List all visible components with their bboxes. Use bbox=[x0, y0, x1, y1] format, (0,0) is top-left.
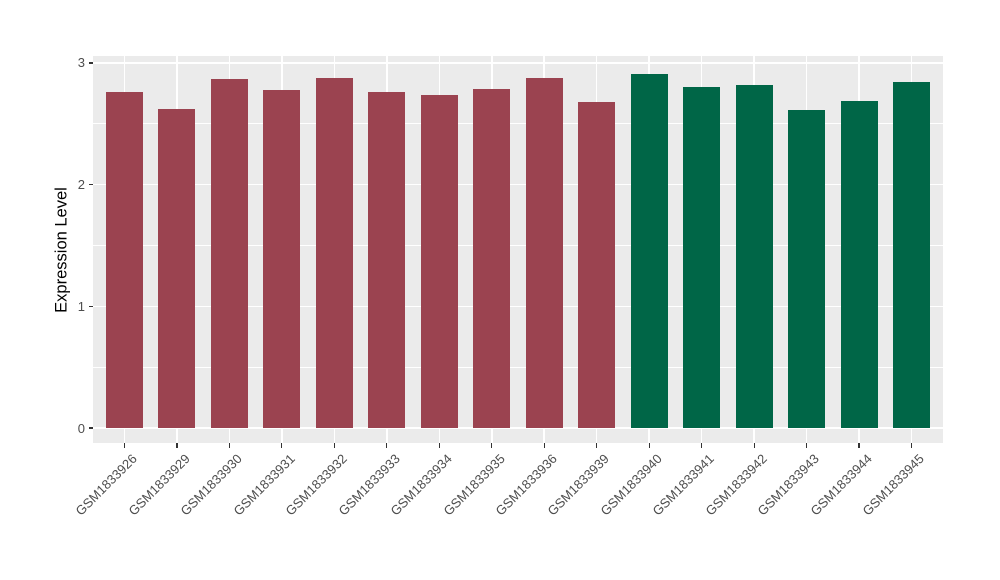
y-axis-tick bbox=[88, 184, 93, 186]
y-tick-label: 3 bbox=[77, 55, 85, 71]
x-axis-tick bbox=[701, 443, 703, 448]
bar-GSM1833931 bbox=[263, 89, 301, 428]
bar-GSM1833932 bbox=[315, 77, 353, 428]
bar-GSM1833943 bbox=[788, 110, 826, 428]
bar-GSM1833933 bbox=[368, 92, 406, 428]
y-axis-tick bbox=[88, 62, 93, 64]
bar-GSM1833939 bbox=[578, 101, 616, 428]
x-axis-tick bbox=[281, 443, 283, 448]
x-axis-tick bbox=[648, 443, 650, 448]
x-axis-tick bbox=[438, 443, 440, 448]
bar-GSM1833936 bbox=[525, 77, 563, 428]
gridline-major bbox=[93, 427, 943, 429]
x-axis-tick bbox=[333, 443, 335, 448]
y-tick-label: 2 bbox=[77, 177, 85, 193]
y-axis-tick bbox=[88, 427, 93, 429]
y-tick-label: 1 bbox=[77, 298, 85, 314]
gridline-minor bbox=[93, 123, 943, 125]
bar-GSM1833930 bbox=[210, 78, 248, 428]
bar-GSM1833940 bbox=[630, 73, 668, 428]
bar-GSM1833929 bbox=[158, 109, 196, 428]
bar-GSM1833944 bbox=[840, 100, 878, 428]
x-axis-tick bbox=[805, 443, 808, 448]
bar-GSM1833945 bbox=[893, 82, 931, 428]
bar-GSM1833941 bbox=[683, 87, 721, 428]
x-axis-tick bbox=[386, 443, 388, 448]
x-axis-tick bbox=[228, 443, 230, 448]
bar-GSM1833942 bbox=[735, 84, 773, 428]
x-axis-tick bbox=[910, 443, 913, 448]
x-axis-tick bbox=[543, 443, 545, 448]
bar-GSM1833935 bbox=[473, 88, 511, 428]
y-axis-title: Expression Level bbox=[52, 187, 71, 313]
gridline-major bbox=[93, 305, 943, 308]
gridline-major bbox=[93, 62, 943, 64]
x-axis-tick bbox=[491, 443, 493, 448]
plot-panel bbox=[93, 56, 943, 443]
bar-GSM1833934 bbox=[420, 94, 458, 428]
x-axis-tick bbox=[123, 443, 126, 448]
x-axis-tick bbox=[753, 443, 755, 448]
y-axis-tick bbox=[88, 305, 93, 307]
x-axis-tick bbox=[176, 443, 178, 448]
gridline-minor bbox=[93, 366, 943, 368]
x-axis-tick bbox=[858, 443, 860, 448]
gridline-major bbox=[93, 183, 943, 186]
gridline-minor bbox=[93, 245, 943, 246]
bar-GSM1833926 bbox=[105, 92, 143, 428]
y-tick-label: 0 bbox=[77, 420, 85, 436]
x-axis-tick bbox=[596, 443, 598, 448]
